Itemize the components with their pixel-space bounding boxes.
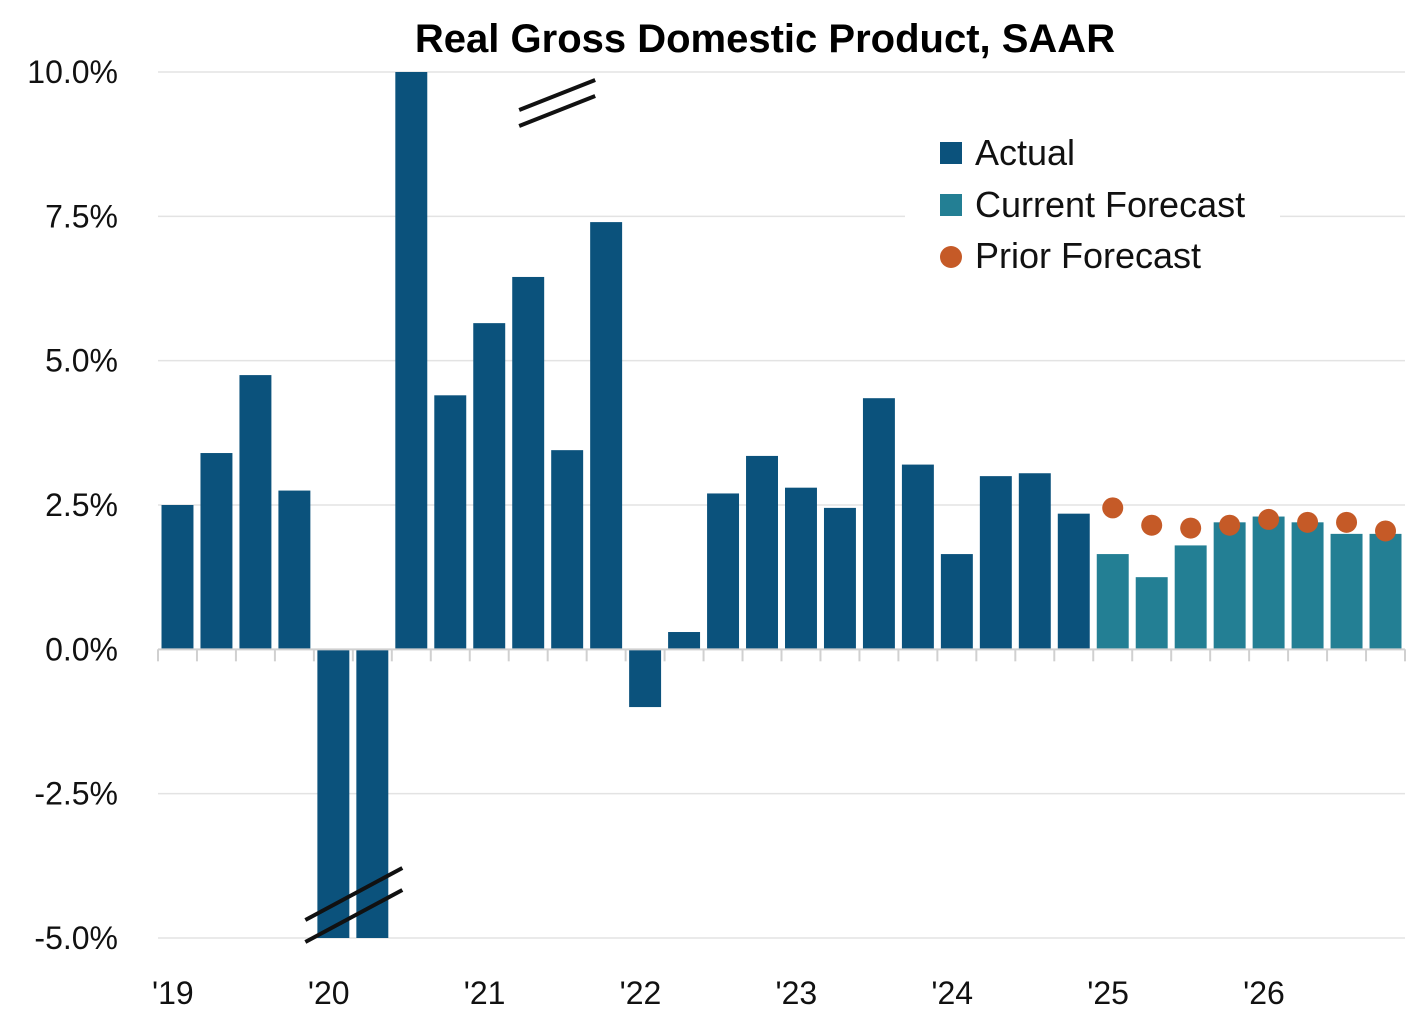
dot-prior-forecast — [1336, 511, 1358, 533]
dot-prior-forecast — [1375, 520, 1397, 542]
legend-label-current-forecast: Current Forecast — [975, 184, 1245, 225]
dot-prior-forecast — [1141, 514, 1163, 536]
x-tick-label: '21 — [464, 975, 506, 1011]
legend-swatch-actual — [940, 142, 962, 164]
bar-actual — [395, 72, 428, 650]
bar-actual — [901, 464, 934, 650]
axis-break-line — [518, 78, 596, 112]
x-tick-label: '22 — [620, 975, 662, 1011]
bar-actual — [1057, 513, 1090, 650]
zero-axis — [157, 648, 1406, 662]
legend-swatch-prior-forecast — [940, 246, 962, 268]
x-tick-label: '26 — [1243, 975, 1285, 1011]
bar-actual — [161, 505, 194, 650]
current-forecast-bars — [1096, 516, 1402, 650]
bar-actual — [785, 487, 817, 650]
y-axis: 10.0% 7.5% 5.0% 2.5% 0.0% -2.5% -5.0% — [27, 54, 118, 956]
axis-break-line — [518, 94, 596, 128]
legend-swatch-current-forecast — [940, 194, 962, 216]
bar-actual — [629, 649, 662, 708]
prior-forecast-dots — [1102, 497, 1397, 542]
x-tick-label: '25 — [1087, 975, 1129, 1011]
axis-break-line — [304, 888, 404, 944]
bar-actual — [823, 507, 856, 650]
bar-actual — [590, 222, 623, 650]
bar-current-forecast — [1096, 554, 1129, 650]
bar-actual — [434, 395, 467, 650]
x-tick-label: '19 — [152, 975, 194, 1011]
bar-actual — [862, 398, 895, 650]
y-tick-label: 0.0% — [45, 631, 118, 667]
dot-prior-forecast — [1102, 497, 1124, 519]
bar-actual — [473, 323, 506, 650]
axis-breaks — [304, 78, 596, 944]
bar-current-forecast — [1135, 577, 1168, 650]
chart-title: Real Gross Domestic Product, SAAR — [415, 17, 1115, 61]
bar-actual — [707, 493, 740, 650]
x-tick-label: '23 — [776, 975, 818, 1011]
y-tick-label: 7.5% — [45, 198, 118, 234]
legend-background — [905, 125, 1280, 295]
bar-actual — [317, 649, 350, 938]
dot-prior-forecast — [1258, 508, 1280, 530]
y-tick-label: 10.0% — [27, 54, 118, 90]
bar-actual — [278, 490, 311, 650]
x-tick-label: '20 — [308, 975, 350, 1011]
bar-current-forecast — [1252, 516, 1285, 650]
x-tick-label: '24 — [931, 975, 973, 1011]
bar-actual — [200, 453, 233, 650]
bar-actual — [1018, 473, 1051, 650]
bar-actual — [940, 554, 973, 650]
legend-label-prior-forecast: Prior Forecast — [975, 235, 1201, 276]
legend: Actual Current Forecast Prior Forecast — [905, 125, 1280, 295]
y-tick-label: 2.5% — [45, 487, 118, 523]
y-tick-label: -5.0% — [34, 920, 118, 956]
bar-actual — [746, 455, 778, 650]
bar-actual — [979, 476, 1012, 650]
x-axis: '19 '20 '21 '22 '23 '24 '25 '26 — [152, 975, 1285, 1011]
bar-current-forecast — [1174, 545, 1207, 650]
dot-prior-forecast — [1219, 514, 1241, 536]
legend-label-actual: Actual — [975, 132, 1075, 173]
y-tick-label: -2.5% — [34, 776, 118, 812]
bar-actual — [356, 649, 389, 938]
bar-actual — [668, 632, 701, 650]
bar-current-forecast — [1291, 522, 1324, 650]
dot-prior-forecast — [1180, 517, 1202, 539]
bar-current-forecast — [1369, 533, 1402, 650]
bar-current-forecast — [1330, 533, 1363, 650]
bar-actual — [239, 375, 272, 650]
y-tick-label: 5.0% — [45, 343, 118, 379]
axis-break-line — [304, 866, 404, 922]
dot-prior-forecast — [1297, 511, 1319, 533]
bar-actual — [551, 450, 584, 650]
bar-actual — [512, 276, 545, 650]
bar-current-forecast — [1213, 522, 1246, 650]
